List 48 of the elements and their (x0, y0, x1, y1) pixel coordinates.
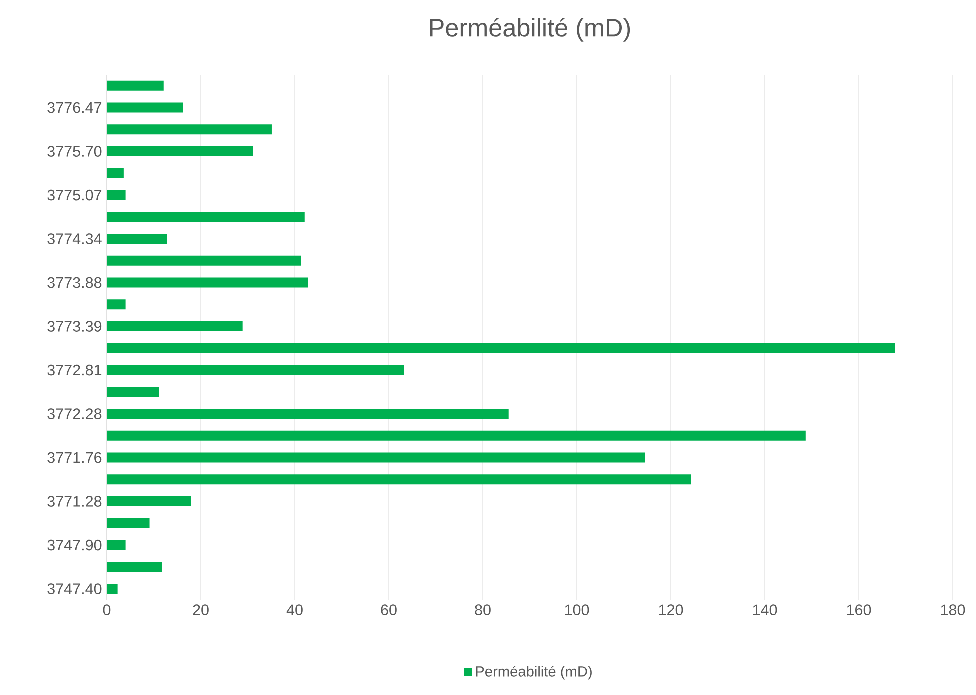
y-tick-label: 3775.07 (48, 190, 102, 201)
y-tick-label: 3776.47 (48, 102, 102, 114)
x-tick-label: 80 (475, 604, 491, 616)
legend-label: Perméabilité (mD) (476, 666, 592, 680)
y-tick-label: 3771.76 (48, 452, 102, 464)
bar (107, 124, 272, 135)
x-tick-label: 100 (565, 604, 590, 616)
y-tick-label: 3772.28 (48, 408, 102, 420)
bar (107, 343, 896, 354)
x-tick-label: 160 (847, 604, 872, 616)
bar (107, 518, 150, 528)
y-tick-label: 3775.70 (48, 146, 102, 157)
bar (107, 322, 243, 332)
x-tick-label: 60 (381, 604, 397, 616)
bar (107, 365, 404, 376)
x-tick-label: 20 (193, 604, 209, 616)
y-tick-label: 3747.40 (48, 584, 102, 594)
y-tick-label: 3774.34 (48, 234, 102, 244)
bar (107, 496, 192, 507)
bar (107, 430, 806, 441)
bar (107, 80, 164, 91)
bar (107, 300, 126, 310)
bar (107, 234, 168, 244)
bar (107, 584, 118, 594)
x-tick-label: 120 (659, 604, 684, 616)
bar (107, 256, 302, 266)
bar (107, 409, 509, 420)
y-tick-label: 3771.28 (48, 496, 102, 507)
y-tick-label: 3773.39 (48, 321, 102, 332)
bar (107, 102, 184, 113)
bar (107, 452, 646, 463)
bar (107, 562, 162, 572)
bar (107, 474, 692, 485)
y-tick-label: 3773.88 (48, 277, 102, 288)
bar (107, 212, 305, 222)
bar (107, 540, 126, 550)
x-tick-label: 0 (103, 604, 111, 616)
bar (107, 146, 254, 157)
bar (107, 278, 308, 288)
bar (107, 168, 124, 178)
x-tick-label: 40 (286, 604, 303, 616)
y-tick-label: 3772.81 (48, 364, 102, 376)
x-tick-label: 140 (753, 604, 778, 616)
x-tick-label: 180 (941, 604, 966, 616)
bar (107, 387, 160, 398)
chart-title: Perméabilité (mD) (430, 18, 630, 42)
y-tick-label: 3747.90 (48, 540, 102, 551)
bar (107, 190, 126, 200)
